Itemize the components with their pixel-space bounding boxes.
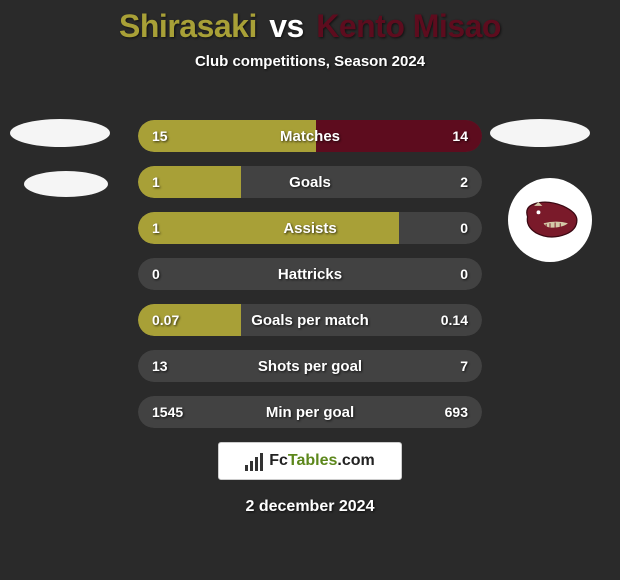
- badge-text: FcTables.com: [269, 452, 375, 470]
- stats-container: 15Matches141Goals21Assists00Hattricks00.…: [138, 120, 482, 442]
- stat-value-left: 13: [138, 358, 218, 374]
- player-right-placeholder: [490, 119, 590, 147]
- stat-row: 13Shots per goal7: [138, 350, 482, 382]
- player-right-name: Kento Misao: [316, 8, 501, 44]
- player-left-name: Shirasaki: [119, 8, 257, 44]
- stat-label: Shots per goal: [218, 358, 402, 375]
- stat-value-left: 0.07: [138, 312, 218, 328]
- versus-text: vs: [269, 8, 304, 44]
- stat-row: 15Matches14: [138, 120, 482, 152]
- stat-value-left: 0: [138, 266, 218, 282]
- stat-value-right: 0: [402, 220, 482, 236]
- stat-label: Min per goal: [218, 404, 402, 421]
- stat-value-right: 0: [402, 266, 482, 282]
- comparison-title: Shirasaki vs Kento Misao: [0, 0, 620, 45]
- stat-label: Matches: [218, 128, 402, 145]
- stat-label: Hattricks: [218, 266, 402, 283]
- stat-row: 1545Min per goal693: [138, 396, 482, 428]
- stat-label: Goals: [218, 174, 402, 191]
- stat-value-right: 2: [402, 174, 482, 190]
- stat-value-left: 1: [138, 174, 218, 190]
- stat-value-right: 7: [402, 358, 482, 374]
- stat-label: Assists: [218, 220, 402, 237]
- fctables-badge: FcTables.com: [218, 442, 402, 480]
- stat-value-right: 14: [402, 128, 482, 144]
- stat-row: 1Assists0: [138, 212, 482, 244]
- stat-value-right: 0.14: [402, 312, 482, 328]
- stat-value-right: 693: [402, 404, 482, 420]
- stat-value-left: 1: [138, 220, 218, 236]
- stat-row: 0.07Goals per match0.14: [138, 304, 482, 336]
- stat-value-left: 15: [138, 128, 218, 144]
- stat-row: 0Hattricks0: [138, 258, 482, 290]
- stat-row: 1Goals2: [138, 166, 482, 198]
- stat-label: Goals per match: [218, 312, 402, 329]
- player-left-avatar: [18, 95, 102, 179]
- stat-value-left: 1545: [138, 404, 218, 420]
- bar-chart-icon: [245, 451, 265, 471]
- date-text: 2 december 2024: [0, 498, 620, 516]
- subtitle: Club competitions, Season 2024: [0, 53, 620, 70]
- team-logo-icon: [518, 188, 582, 252]
- player-right-avatar: [508, 178, 592, 262]
